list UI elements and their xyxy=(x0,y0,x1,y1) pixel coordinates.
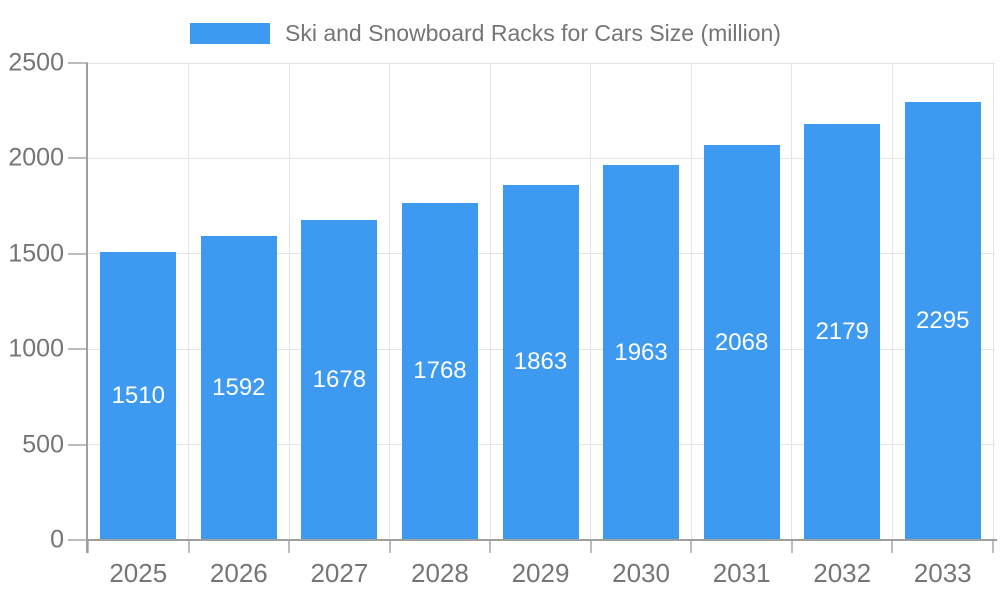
bar-value-label: 2179 xyxy=(815,318,869,346)
x-axis-label: 2030 xyxy=(612,558,670,588)
y-axis-label: 1000 xyxy=(8,334,64,363)
v-gridline xyxy=(992,63,994,540)
v-gridline xyxy=(188,63,190,540)
legend-label: Ski and Snowboard Racks for Cars Size (m… xyxy=(285,19,781,46)
y-axis-tick xyxy=(68,539,88,541)
y-axis-label: 0 xyxy=(50,525,64,554)
y-axis-label: 1500 xyxy=(8,239,64,268)
bar-value-label: 1592 xyxy=(212,374,266,402)
bar-value-label: 1768 xyxy=(413,357,467,385)
y-axis-tick xyxy=(68,62,88,64)
x-axis-tick xyxy=(992,540,994,553)
x-axis-label: 2028 xyxy=(411,558,469,588)
x-axis-tick xyxy=(288,540,291,553)
legend[interactable]: Ski and Snowboard Racks for Cars Size (m… xyxy=(190,17,781,49)
bar[interactable] xyxy=(904,102,981,540)
y-axis-tick xyxy=(68,348,88,351)
v-gridline xyxy=(288,63,290,540)
bar[interactable] xyxy=(703,145,780,540)
x-axis-tick xyxy=(790,540,793,553)
x-axis-tick xyxy=(589,540,592,553)
x-axis-label: 2029 xyxy=(511,558,570,588)
y-axis-label: 500 xyxy=(22,430,64,459)
bar[interactable] xyxy=(502,184,579,540)
v-gridline xyxy=(791,63,793,540)
h-gridline xyxy=(88,62,995,64)
bar[interactable] xyxy=(401,202,478,540)
x-axis-tick xyxy=(87,540,89,553)
v-gridline xyxy=(489,63,491,540)
bar[interactable] xyxy=(200,236,277,540)
y-axis-tick xyxy=(68,252,88,255)
legend-swatch[interactable] xyxy=(190,22,270,44)
x-axis-label: 2027 xyxy=(310,558,369,588)
x-axis-label: 2032 xyxy=(813,558,872,588)
bar-value-label: 1678 xyxy=(312,365,367,393)
y-axis-line xyxy=(86,63,88,553)
y-axis-tick xyxy=(68,157,88,160)
y-axis-label: 2500 xyxy=(8,48,64,77)
y-axis-tick xyxy=(68,443,88,446)
bar-value-label: 1863 xyxy=(513,348,568,376)
h-gridline xyxy=(88,157,995,159)
y-axis-label: 2000 xyxy=(8,143,64,172)
bar-value-label: 2295 xyxy=(916,307,970,335)
bar[interactable] xyxy=(301,219,378,540)
bar-value-label: 2068 xyxy=(714,328,769,356)
x-axis-label: 2026 xyxy=(209,558,268,588)
x-axis-tick xyxy=(489,540,492,553)
x-axis-label: 2025 xyxy=(109,558,168,588)
x-axis-tick xyxy=(187,540,190,553)
v-gridline xyxy=(389,63,391,540)
v-gridline xyxy=(590,63,592,540)
x-axis-label: 2033 xyxy=(913,558,972,588)
bar[interactable] xyxy=(603,165,680,540)
bar-value-label: 1963 xyxy=(614,338,668,366)
x-axis-tick xyxy=(690,540,693,553)
x-axis-tick xyxy=(891,540,894,553)
bar[interactable] xyxy=(100,251,177,540)
x-axis-label: 2031 xyxy=(712,558,771,588)
x-axis-tick xyxy=(388,540,391,553)
x-axis-line xyxy=(86,539,997,541)
bar[interactable] xyxy=(804,124,881,540)
v-gridline xyxy=(690,63,692,540)
bar-value-label: 1510 xyxy=(111,381,165,409)
v-gridline xyxy=(891,63,893,540)
